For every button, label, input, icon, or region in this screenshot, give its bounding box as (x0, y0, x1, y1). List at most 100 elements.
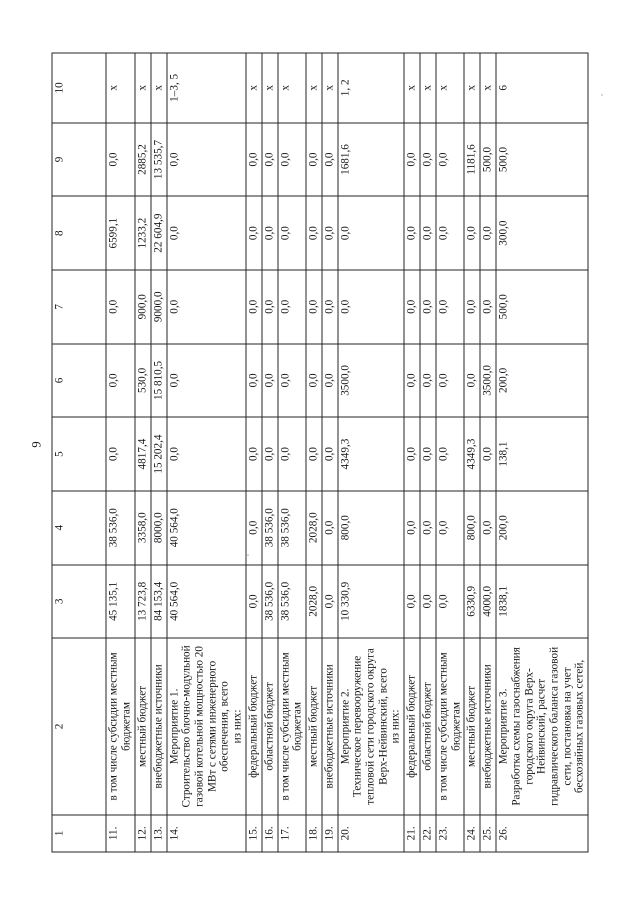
cell-col5: 0,0 (436, 417, 465, 491)
table-row: 12. местный бюджет 13 723,8 3358,0 4817,… (134, 53, 151, 852)
cell-col4: 38 536,0 (261, 490, 278, 565)
cell-col3: 0,0 (321, 564, 338, 639)
column-header-8: 8 (52, 196, 107, 270)
cell-col3: 38 536,0 (261, 564, 278, 639)
table-row: 21. федеральный бюджет 0,0 0,0 0,0 0,0 0… (404, 53, 421, 852)
cell-col7: 0,0 (305, 269, 322, 344)
cell-col7: 0,0 (245, 269, 262, 344)
cell-col4: 0,0 (321, 490, 338, 565)
row-number: 18. (305, 814, 322, 852)
cell-col8: 300,0 (496, 196, 588, 270)
cell-col10: х (305, 53, 322, 123)
row-number: 14. (166, 814, 246, 852)
row-number: 17. (277, 814, 306, 852)
cell-col9: 0,0 (436, 122, 465, 197)
cell-col5: 0,0 (166, 417, 246, 491)
cell-col9: 0,0 (404, 122, 421, 197)
cell-col9: 1681,6 (337, 122, 405, 197)
cell-col9: 2885,2 (134, 122, 151, 197)
cell-col7: 0,0 (277, 269, 306, 344)
row-label: внебюджетные источники (150, 638, 167, 815)
cell-col10: х (404, 53, 421, 123)
scan-speck (330, 160, 332, 162)
cell-col6: 0,0 (321, 343, 338, 418)
cell-col7: 500,0 (496, 269, 588, 344)
row-number: 20. (337, 814, 405, 852)
budget-table: 1 2 3 4 5 6 7 8 9 10 11. в том числе суб… (52, 53, 589, 853)
cell-col3: 40 564,0 (166, 564, 246, 639)
cell-col9: 0,0 (277, 122, 306, 197)
row-label: областной бюджет (420, 638, 437, 815)
table-row: 26. Мероприятие 3. Разработка схемы газо… (496, 53, 588, 852)
row-number: 22. (420, 814, 437, 852)
cell-col7: 0,0 (337, 269, 405, 344)
cell-col4: 3358,0 (134, 490, 151, 565)
cell-col7: 0,0 (436, 269, 465, 344)
cell-col3: 0,0 (436, 564, 465, 639)
page-number: 9 (29, 441, 44, 448)
cell-col5: 0,0 (305, 417, 322, 491)
cell-col5: 0,0 (480, 417, 497, 491)
cell-col10: х (134, 53, 151, 123)
cell-col5: 15 202,4 (150, 417, 167, 491)
row-number: 12. (134, 814, 151, 852)
cell-col6: 0,0 (436, 343, 465, 418)
column-header-5: 5 (52, 417, 107, 491)
cell-col3: 38 536,0 (277, 564, 306, 639)
cell-col10: х (261, 53, 278, 123)
cell-col4: 2028,0 (305, 490, 322, 565)
cell-col3: 45 135,1 (106, 564, 135, 639)
cell-col3: 4000,0 (480, 564, 497, 639)
cell-col4: 800,0 (337, 490, 405, 565)
cell-col3: 2028,0 (305, 564, 322, 639)
cell-col10: х (464, 53, 481, 123)
cell-col6: 3500,0 (337, 343, 405, 418)
cell-col10: х (245, 53, 262, 123)
cell-col7: 0,0 (404, 269, 421, 344)
cell-col9: 1181,6 (464, 122, 481, 197)
cell-col5: 0,0 (420, 417, 437, 491)
row-label: Мероприятие 1. Строительство блочно-моду… (166, 638, 246, 815)
cell-col4: 0,0 (436, 490, 465, 565)
cell-col5: 0,0 (321, 417, 338, 491)
cell-col8: 0,0 (436, 196, 465, 270)
cell-col7: 0,0 (106, 269, 135, 344)
row-label: областной бюджет (261, 638, 278, 815)
cell-col5: 0,0 (106, 417, 135, 491)
column-header-3: 3 (52, 564, 107, 639)
cell-col4: 38 536,0 (106, 490, 135, 565)
row-label: федеральный бюджет (404, 638, 421, 815)
cell-col9: 0,0 (321, 122, 338, 197)
row-label: Мероприятие 2. Техническое перевооружени… (337, 638, 405, 815)
cell-col6: 0,0 (277, 343, 306, 418)
cell-col4: 200,0 (496, 490, 588, 565)
row-number: 21. (404, 814, 421, 852)
table-row: 25. внебюджетные источники 4000,0 0,0 0,… (480, 53, 497, 852)
column-header-10: 10 (52, 53, 107, 123)
cell-col4: 0,0 (420, 490, 437, 565)
table-row: 11. в том числе субсидии местным бюджета… (106, 53, 135, 852)
column-header-6: 6 (52, 343, 107, 418)
table-row: 13. внебюджетные источники 84 153,4 8000… (150, 53, 167, 852)
row-label: внебюджетные источники (480, 638, 497, 815)
cell-col9: 0,0 (420, 122, 437, 197)
cell-col8: 0,0 (337, 196, 405, 270)
table-row: 19. внебюджетные источники 0,0 0,0 0,0 0… (321, 53, 338, 852)
cell-col5: 4349,3 (337, 417, 405, 491)
cell-col7: 900,0 (134, 269, 151, 344)
cell-col9: 0,0 (245, 122, 262, 197)
table-header-row: 1 2 3 4 5 6 7 8 9 10 (52, 53, 107, 852)
cell-col6: 0,0 (166, 343, 246, 418)
cell-col6: 0,0 (245, 343, 262, 418)
cell-col8: 0,0 (420, 196, 437, 270)
row-number: 15. (245, 814, 262, 852)
cell-col7: 0,0 (321, 269, 338, 344)
row-label: местный бюджет (464, 638, 481, 815)
row-number: 25. (480, 814, 497, 852)
cell-col4: 40 564,0 (166, 490, 246, 565)
table-body: 1 2 3 4 5 6 7 8 9 10 11. в том числе суб… (52, 53, 588, 852)
cell-col6: 15 810,5 (150, 343, 167, 418)
row-label: внебюджетные источники (321, 638, 338, 815)
table-row: 18. местный бюджет 2028,0 2028,0 0,0 0,0… (305, 53, 322, 852)
